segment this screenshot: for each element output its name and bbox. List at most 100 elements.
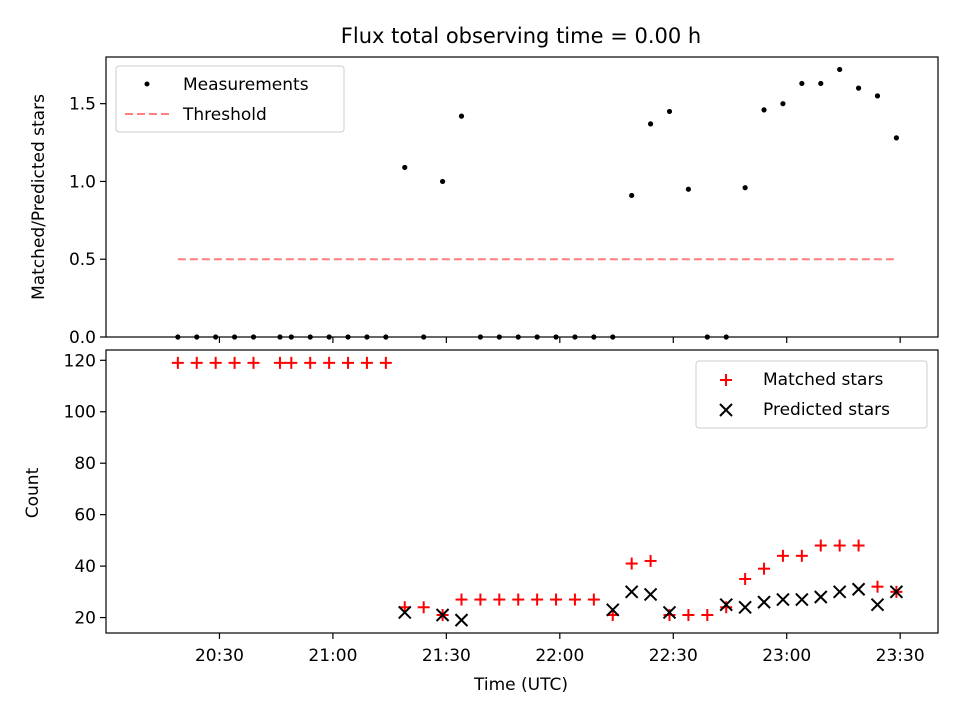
predicted-star-point bbox=[624, 585, 639, 599]
bottom-plot-frame bbox=[105, 349, 939, 634]
legend-matched-stars: Matched stars bbox=[763, 370, 883, 390]
matched-star-point bbox=[285, 356, 298, 369]
top-legend: Measurements Threshold bbox=[115, 65, 345, 133]
bottom-y-tick-label: 40 bbox=[74, 557, 96, 577]
measurement-point bbox=[818, 80, 824, 87]
x-tick-label: 21:00 bbox=[308, 646, 357, 666]
bottom-series bbox=[171, 356, 904, 627]
matched-star-point bbox=[644, 554, 657, 567]
bottom-panel: 20 40 60 80 100 120 20:30 21:00 21:30 22:00 22:30… bbox=[23, 349, 939, 695]
bottom-y-axis-label: Count bbox=[23, 467, 43, 518]
x-tick-label: 23:00 bbox=[762, 646, 811, 666]
matched-star-point bbox=[625, 557, 638, 570]
measurement-point bbox=[666, 108, 673, 115]
matched-star-point bbox=[568, 593, 581, 606]
matched-star-point bbox=[360, 356, 373, 369]
matched-star-point bbox=[814, 539, 827, 552]
bottom-y-tick-label: 20 bbox=[74, 609, 96, 629]
bottom-x-axis: 20:30 21:00 21:30 22:00 22:30 23:00 23:30 bbox=[195, 633, 925, 666]
matched-star-point bbox=[342, 356, 355, 369]
bottom-legend-box bbox=[695, 360, 928, 429]
measurement-point bbox=[458, 113, 465, 119]
predicted-star-point bbox=[719, 597, 733, 612]
predicted-legend-marker bbox=[719, 403, 733, 417]
matched-star-point bbox=[512, 593, 525, 606]
predicted-star-point bbox=[757, 595, 771, 609]
top-plot-frame bbox=[105, 56, 939, 338]
measurement-point bbox=[685, 186, 692, 192]
measurement-point bbox=[780, 101, 786, 107]
bottom-y-tick-label: 120 bbox=[64, 351, 96, 371]
matched-star-point bbox=[455, 593, 468, 606]
bottom-y-tick-label: 80 bbox=[74, 454, 96, 474]
matched-legend-marker bbox=[720, 374, 732, 386]
matched-star-point bbox=[852, 539, 865, 552]
x-b bbox=[889, 585, 904, 599]
x-b bbox=[719, 597, 733, 612]
matched-star-point bbox=[304, 356, 317, 369]
top-legend-box bbox=[115, 65, 345, 133]
x-tick-label: 21:30 bbox=[422, 646, 471, 666]
x-axis-label: Time (UTC) bbox=[473, 675, 568, 695]
top-y-tick-label: 0.5 bbox=[69, 250, 96, 270]
matched-star-point bbox=[833, 539, 846, 552]
predicted-star-point bbox=[889, 585, 904, 599]
measurement-point bbox=[629, 192, 635, 199]
top-y-tick-label: 1.0 bbox=[69, 172, 96, 192]
matched-star-point bbox=[550, 593, 563, 606]
top-x-axis bbox=[218, 337, 901, 343]
x-b bbox=[738, 600, 752, 614]
matched-star-point bbox=[776, 549, 789, 562]
measurement-point bbox=[439, 178, 446, 185]
matched-star-point bbox=[247, 356, 260, 369]
top-y-tick-label: 1.5 bbox=[69, 95, 96, 115]
measurement-point bbox=[742, 185, 748, 191]
matched-star-point bbox=[587, 593, 600, 606]
predicted-star-point bbox=[606, 603, 620, 617]
x-tick-label: 20:30 bbox=[195, 646, 244, 666]
legend-predicted-stars: Predicted stars bbox=[763, 400, 890, 420]
bottom-y-tick-label: 100 bbox=[64, 403, 96, 423]
x-b bbox=[814, 590, 828, 604]
x-tick-label: 23:30 bbox=[876, 646, 925, 666]
predicted-star-point bbox=[738, 600, 752, 614]
measurement-point bbox=[402, 164, 408, 171]
matched-star-point bbox=[273, 356, 286, 369]
predicted-star-point bbox=[643, 587, 658, 602]
measurement-point bbox=[855, 85, 862, 91]
measurement-point bbox=[761, 107, 767, 113]
measurement-point bbox=[647, 121, 654, 127]
predicted-star-point bbox=[814, 590, 828, 604]
matched-star-point bbox=[171, 356, 184, 369]
x-b bbox=[832, 585, 847, 599]
matched-star-point bbox=[190, 356, 203, 369]
predicted-star-point bbox=[454, 613, 469, 627]
chart-title: Flux total observing time = 0.00 h bbox=[341, 24, 701, 48]
x-b bbox=[662, 605, 677, 620]
x-b bbox=[776, 592, 790, 607]
x-b bbox=[606, 603, 620, 617]
matched-star-point bbox=[417, 601, 430, 614]
measurement-point bbox=[799, 80, 805, 87]
x-b bbox=[454, 613, 469, 627]
matched-star-point bbox=[871, 580, 884, 593]
matched-star-point bbox=[228, 356, 241, 369]
matched-star-point bbox=[663, 608, 676, 621]
measurements-legend-marker bbox=[144, 81, 150, 87]
top-panel: 0.0 0.5 1.0 1.5 Matched/Predicted stars Mea… bbox=[29, 56, 939, 348]
legend-measurements: Measurements bbox=[183, 75, 309, 95]
predicted-star-point bbox=[776, 592, 790, 607]
x-b bbox=[851, 582, 866, 596]
x-tick-label: 22:30 bbox=[649, 646, 698, 666]
x-b bbox=[398, 605, 412, 620]
x-b bbox=[795, 592, 809, 607]
top-y-axis: 0.0 0.5 1.0 1.5 bbox=[69, 95, 106, 348]
matched-star-point bbox=[701, 608, 714, 621]
measurement-point bbox=[837, 66, 843, 73]
matched-star-point bbox=[379, 356, 392, 369]
x-b bbox=[624, 585, 639, 599]
x-b bbox=[757, 595, 771, 609]
x-tick-label: 22:00 bbox=[535, 646, 584, 666]
predicted-star-point bbox=[435, 608, 450, 622]
predicted-star-point bbox=[398, 605, 412, 620]
